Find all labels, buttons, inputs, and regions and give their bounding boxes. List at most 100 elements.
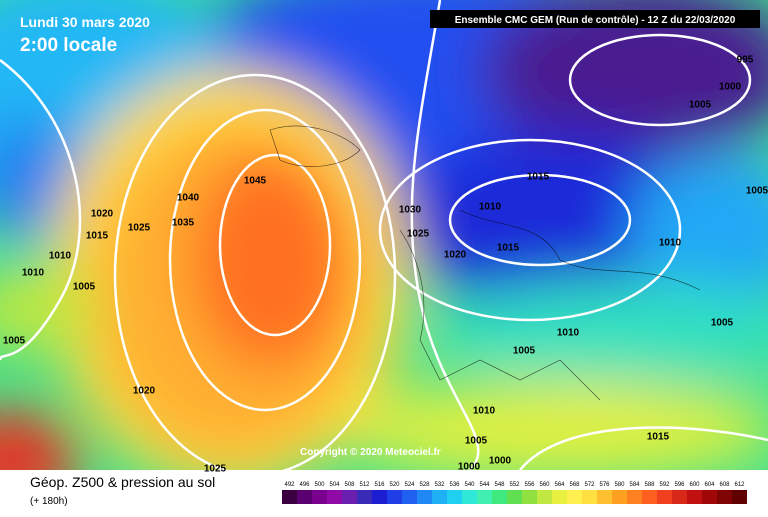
colorbar-label: 540	[464, 482, 475, 488]
footer-title: Géop. Z500 & pression au sol	[30, 474, 215, 490]
isobar-label: 1015	[497, 243, 520, 254]
colorbar-swatch	[672, 490, 687, 504]
forecast-lead: (+ 180h)	[30, 496, 68, 507]
colorbar-label: 528	[419, 482, 430, 488]
colorbar-label: 496	[299, 482, 310, 488]
local-time: 2:00 locale	[20, 35, 117, 56]
isobar-label: 1010	[22, 268, 45, 279]
isobar-label: 1025	[407, 229, 430, 240]
colorbar-label: 552	[509, 482, 520, 488]
colorbar-swatch	[462, 490, 477, 504]
colorbar-swatch	[702, 490, 717, 504]
isobar-label: 1010	[479, 202, 502, 213]
colorbar-swatch	[582, 490, 597, 504]
colorbar-swatch	[477, 490, 492, 504]
colorbar-swatch	[687, 490, 702, 504]
colorbar-swatch	[312, 490, 327, 504]
isobar-label: 1000	[489, 456, 512, 467]
colorbar-swatch	[387, 490, 402, 504]
isobar-label: 1000	[458, 462, 481, 473]
colorbar-swatch	[357, 490, 372, 504]
isobar-label: 1005	[711, 318, 734, 329]
colorbar-label: 568	[569, 482, 580, 488]
colorbar-label: 596	[674, 482, 685, 488]
isobar-label: 1020	[133, 386, 156, 397]
colorbar-label: 520	[389, 482, 400, 488]
colorbar-swatch	[342, 490, 357, 504]
colorbar-swatch	[567, 490, 582, 504]
isobar-label: 1045	[244, 176, 267, 187]
colorbar-swatch	[402, 490, 417, 504]
copyright: Copyright © 2020 Meteociel.fr	[300, 447, 441, 458]
colorbar-swatch	[432, 490, 447, 504]
colorbar-label: 592	[659, 482, 670, 488]
isobar-label: 1020	[91, 209, 114, 220]
colorbar-swatch	[372, 490, 387, 504]
colorbar-swatch	[732, 490, 747, 504]
colorbar-label: 544	[479, 482, 490, 488]
colorbar-swatch	[612, 490, 627, 504]
colorbar-label: 572	[584, 482, 595, 488]
colorbar-swatch	[447, 490, 462, 504]
colorbar: 492 496 500 504 508 512 516 520 524 528 532 536 540 5…	[282, 482, 747, 504]
colorbar-swatch	[417, 490, 432, 504]
colorbar-label: 548	[494, 482, 505, 488]
colorbar-swatch	[642, 490, 657, 504]
model-banner	[430, 10, 760, 28]
colorbar-swatch	[627, 490, 642, 504]
colorbar-label: 504	[329, 482, 340, 488]
colorbar-label: 564	[554, 482, 565, 488]
isobar-label: 1015	[647, 432, 670, 443]
colorbar-swatch	[282, 490, 297, 504]
isobar-label: 1025	[128, 223, 151, 234]
isobar-label: 995	[737, 55, 754, 66]
isobar-label: 1005	[3, 336, 26, 347]
colorbar-label: 580	[614, 482, 625, 488]
isobar-label: 1005	[513, 346, 536, 357]
colorbar-swatch	[297, 490, 312, 504]
isobar-label: 1010	[473, 406, 496, 417]
colorbar-swatch	[327, 490, 342, 504]
colorbar-label: 604	[704, 482, 715, 488]
colorbar-label: 500	[314, 482, 325, 488]
colorbar-label: 508	[344, 482, 355, 488]
colorbar-label: 584	[629, 482, 640, 488]
isobar-label: 1015	[86, 231, 109, 242]
colorbar-label: 536	[449, 482, 460, 488]
isobar-label: 1005	[465, 436, 488, 447]
colorbar-label: 600	[689, 482, 700, 488]
colorbar-label: 512	[359, 482, 370, 488]
colorbar-label: 556	[524, 482, 535, 488]
colorbar-swatch	[717, 490, 732, 504]
isobar-label: 1000	[719, 82, 742, 93]
isobar-label: 1005	[73, 282, 96, 293]
date: Lundi 30 mars 2020	[20, 14, 150, 30]
colorbar-swatch	[507, 490, 522, 504]
colorbar-label: 524	[404, 482, 415, 488]
isobar-label: 1040	[177, 193, 200, 204]
isobar-label: 1010	[49, 251, 72, 262]
colorbar-label: 532	[434, 482, 445, 488]
colorbar-swatch	[492, 490, 507, 504]
isobar-label: 1015	[527, 172, 550, 183]
model-run: Ensemble CMC GEM (Run de contrôle) - 12 …	[455, 15, 736, 26]
isobar-label: 1030	[399, 205, 422, 216]
isobar-label: 1010	[557, 328, 580, 339]
colorbar-swatch	[597, 490, 612, 504]
colorbar-label: 492	[284, 482, 295, 488]
colorbar-label: 608	[719, 482, 730, 488]
isobar-label: 1005	[746, 186, 768, 197]
isobar-label: 1010	[659, 238, 682, 249]
isobar-label: 1020	[444, 250, 467, 261]
colorbar-label: 560	[539, 482, 550, 488]
colorbar-label: 612	[734, 482, 745, 488]
colorbar-label: 516	[374, 482, 385, 488]
colorbar-swatch	[552, 490, 567, 504]
colorbar-label: 576	[599, 482, 610, 488]
colorbar-swatch	[522, 490, 537, 504]
isobar-label: 1005	[689, 100, 712, 111]
colorbar-swatch	[537, 490, 552, 504]
